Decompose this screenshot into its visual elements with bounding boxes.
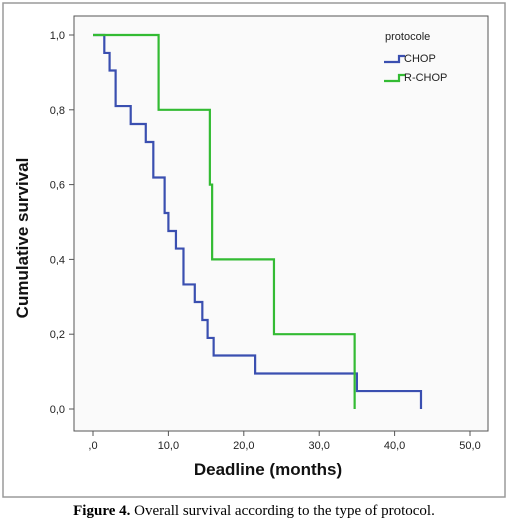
series-layer bbox=[93, 33, 423, 409]
series-line-chop bbox=[93, 33, 423, 409]
x-tick-label: 30,0 bbox=[308, 440, 329, 452]
legend: protocole CHOP R-CHOP bbox=[384, 31, 447, 84]
legend-label-chop: CHOP bbox=[404, 53, 436, 65]
legend-title: protocole bbox=[385, 31, 430, 43]
y-axis-label: Cumulative survival bbox=[13, 158, 32, 319]
x-tick-label: ,0 bbox=[88, 440, 97, 452]
axis-ticks bbox=[69, 34, 471, 436]
x-tick-labels: ,0 10,0 20,0 30,0 40,0 50,0 bbox=[88, 440, 480, 452]
y-tick-label: 0,6 bbox=[50, 180, 65, 192]
survival-figure: ,0 10,0 20,0 30,0 40,0 50,0 0,0 0,2 0,4 0,6 0,8 1,… bbox=[2, 2, 506, 498]
figure-caption: Figure 4. Overall survival according to … bbox=[0, 503, 508, 520]
x-tick-label: 20,0 bbox=[233, 440, 254, 452]
y-tick-labels: 0,0 0,2 0,4 0,6 0,8 1,0 bbox=[50, 30, 65, 416]
caption-label: Figure 4. bbox=[73, 503, 131, 519]
caption-text: Overall survival according to the type o… bbox=[130, 503, 435, 519]
legend-swatch-r-chop bbox=[384, 73, 405, 83]
y-tick-label: 0,2 bbox=[50, 329, 65, 341]
series-line-r-chop bbox=[93, 33, 356, 409]
y-tick-label: 0,0 bbox=[50, 404, 65, 416]
x-tick-label: 40,0 bbox=[384, 440, 405, 452]
x-tick-label: 50,0 bbox=[459, 440, 480, 452]
x-tick-label: 10,0 bbox=[158, 440, 179, 452]
plot-area bbox=[73, 15, 489, 432]
y-tick-label: 1,0 bbox=[50, 30, 65, 42]
legend-swatch-chop bbox=[384, 54, 405, 64]
legend-label-r-chop: R-CHOP bbox=[404, 72, 447, 84]
y-tick-label: 0,8 bbox=[50, 105, 65, 117]
x-axis-label: Deadline (months) bbox=[194, 460, 342, 479]
y-tick-label: 0,4 bbox=[50, 254, 65, 266]
